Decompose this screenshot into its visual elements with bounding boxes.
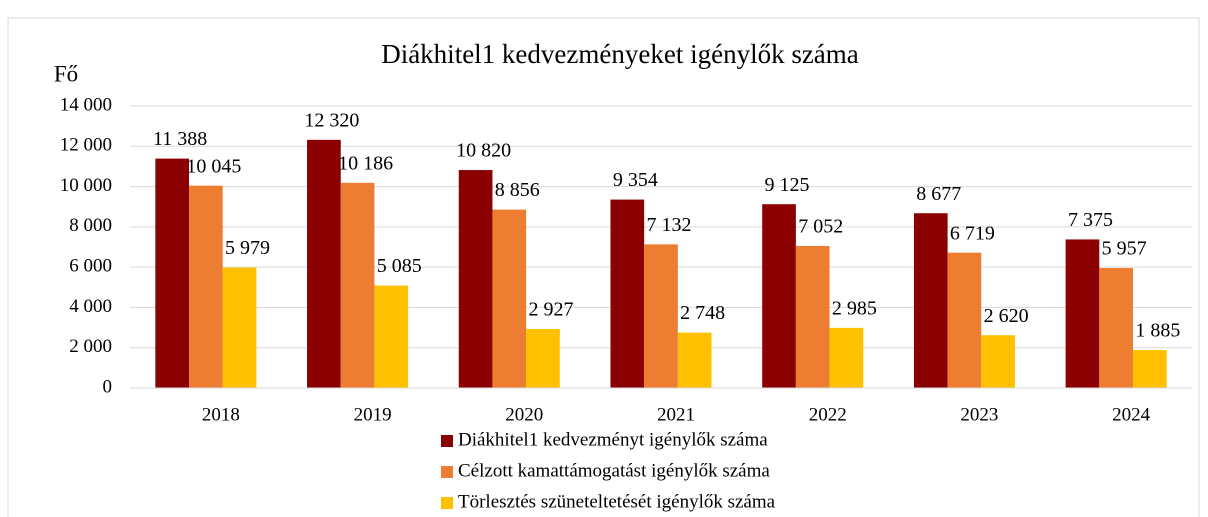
data-label: 2 985 xyxy=(832,297,877,319)
data-label: 10 045 xyxy=(186,155,241,177)
x-tick-label: 2022 xyxy=(809,404,847,425)
bar xyxy=(307,139,341,388)
data-label: 5 957 xyxy=(1102,238,1147,260)
data-label: 2 748 xyxy=(680,302,725,324)
y-tick-label: 14 000 xyxy=(60,94,112,115)
bar xyxy=(340,182,375,388)
x-tick-label: 2020 xyxy=(505,404,543,425)
bar xyxy=(913,213,948,388)
y-tick-label: 0 xyxy=(103,376,113,397)
bar xyxy=(981,335,1015,388)
legend-label: Célzott kamattámogatást igénylők száma xyxy=(458,460,770,481)
bar xyxy=(610,199,645,388)
data-label: 6 719 xyxy=(950,222,995,244)
legend-label: Törlesztés szüneteltetését igénylők szám… xyxy=(458,491,776,512)
data-label: 2 620 xyxy=(984,305,1029,327)
y-tick-label: 10 000 xyxy=(60,175,112,196)
bar xyxy=(526,329,560,388)
x-tick-label: 2024 xyxy=(1112,404,1151,425)
data-label: 7 052 xyxy=(798,216,843,238)
bar xyxy=(644,244,678,388)
y-tick-label: 12 000 xyxy=(60,135,112,156)
bar xyxy=(222,267,257,388)
x-tick-label: 2019 xyxy=(354,404,392,425)
bar xyxy=(155,158,190,388)
bar xyxy=(677,332,712,388)
bar xyxy=(947,252,982,388)
x-tick-label: 2023 xyxy=(960,404,998,425)
bar xyxy=(795,245,830,388)
y-tick-label: 4 000 xyxy=(69,296,112,317)
x-tick-label: 2018 xyxy=(202,404,240,425)
data-label: 8 856 xyxy=(495,179,540,201)
chart-title: Diákhitel1 kedvezményeket igénylők száma xyxy=(381,39,859,69)
data-label: 7 375 xyxy=(1068,209,1113,231)
data-label: 9 125 xyxy=(765,174,810,196)
data-label: 11 388 xyxy=(153,128,207,150)
bar xyxy=(374,285,409,388)
chart-frame xyxy=(7,17,1200,517)
legend-swatch xyxy=(441,435,453,447)
x-tick-label: 2021 xyxy=(657,404,695,425)
bar xyxy=(1065,239,1100,388)
legend-label: Diákhitel1 kedvezményt igénylők száma xyxy=(458,429,768,450)
y-axis-label: Fő xyxy=(54,61,78,86)
bar xyxy=(189,185,223,388)
data-label: 10 186 xyxy=(338,152,393,174)
data-label: 9 354 xyxy=(613,169,658,191)
bar xyxy=(762,204,796,388)
data-label: 8 677 xyxy=(916,183,961,205)
legend-swatch xyxy=(441,466,453,478)
data-label: 10 820 xyxy=(456,140,511,162)
data-label: 1 885 xyxy=(1135,320,1180,342)
bar xyxy=(492,209,527,388)
bar xyxy=(829,327,864,388)
y-tick-label: 6 000 xyxy=(69,256,112,277)
data-label: 5 085 xyxy=(377,255,422,277)
y-tick-label: 2 000 xyxy=(69,336,112,357)
data-label: 5 979 xyxy=(225,237,270,259)
bar xyxy=(1099,268,1133,388)
data-label: 7 132 xyxy=(647,214,692,236)
bar xyxy=(458,170,493,388)
data-label: 12 320 xyxy=(304,109,359,131)
bar xyxy=(1132,350,1167,388)
legend-swatch xyxy=(441,497,453,509)
y-tick-label: 8 000 xyxy=(69,215,112,236)
data-label: 2 927 xyxy=(528,299,573,321)
